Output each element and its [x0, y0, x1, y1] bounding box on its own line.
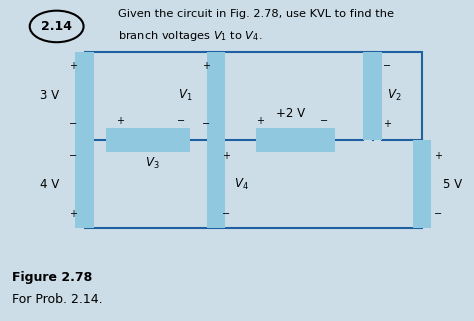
Text: +: +	[222, 151, 230, 161]
Text: +: +	[435, 151, 442, 161]
Text: +: +	[116, 116, 124, 126]
Text: +: +	[256, 116, 264, 126]
Text: −: −	[222, 209, 230, 219]
Text: $V_2$: $V_2$	[387, 88, 401, 103]
Text: 2.14: 2.14	[41, 20, 72, 33]
Text: $V_3$: $V_3$	[146, 156, 160, 171]
Text: −: −	[69, 119, 77, 129]
Text: −: −	[69, 151, 77, 161]
Bar	[75, 140, 94, 228]
Bar	[106, 128, 190, 152]
Text: +2 V: +2 V	[276, 107, 305, 120]
Text: 3 V: 3 V	[40, 89, 59, 102]
Text: $V_1$: $V_1$	[178, 88, 193, 103]
Bar	[75, 52, 94, 140]
Bar	[256, 128, 336, 152]
Text: +: +	[69, 209, 77, 219]
Text: 5 V: 5 V	[443, 178, 462, 191]
Text: +: +	[383, 119, 391, 129]
Text: Figure 2.78: Figure 2.78	[12, 271, 92, 284]
Text: Given the circuit in Fig. 2.78, use KVL to find the: Given the circuit in Fig. 2.78, use KVL …	[118, 9, 393, 19]
Text: −: −	[201, 119, 210, 129]
Text: −: −	[434, 209, 443, 219]
Text: $V_4$: $V_4$	[234, 177, 249, 192]
Text: −: −	[319, 116, 328, 126]
Text: −: −	[177, 116, 185, 126]
Text: −: −	[383, 61, 391, 71]
Bar	[207, 140, 225, 228]
Text: +: +	[69, 61, 77, 71]
Bar	[413, 140, 431, 228]
Text: branch voltages $V_1$ to $V_4$.: branch voltages $V_1$ to $V_4$.	[118, 29, 262, 43]
Bar	[364, 52, 382, 140]
Text: +: +	[201, 61, 210, 71]
Text: 4 V: 4 V	[40, 178, 59, 191]
Bar	[207, 52, 225, 140]
Text: For Prob. 2.14.: For Prob. 2.14.	[12, 293, 103, 306]
